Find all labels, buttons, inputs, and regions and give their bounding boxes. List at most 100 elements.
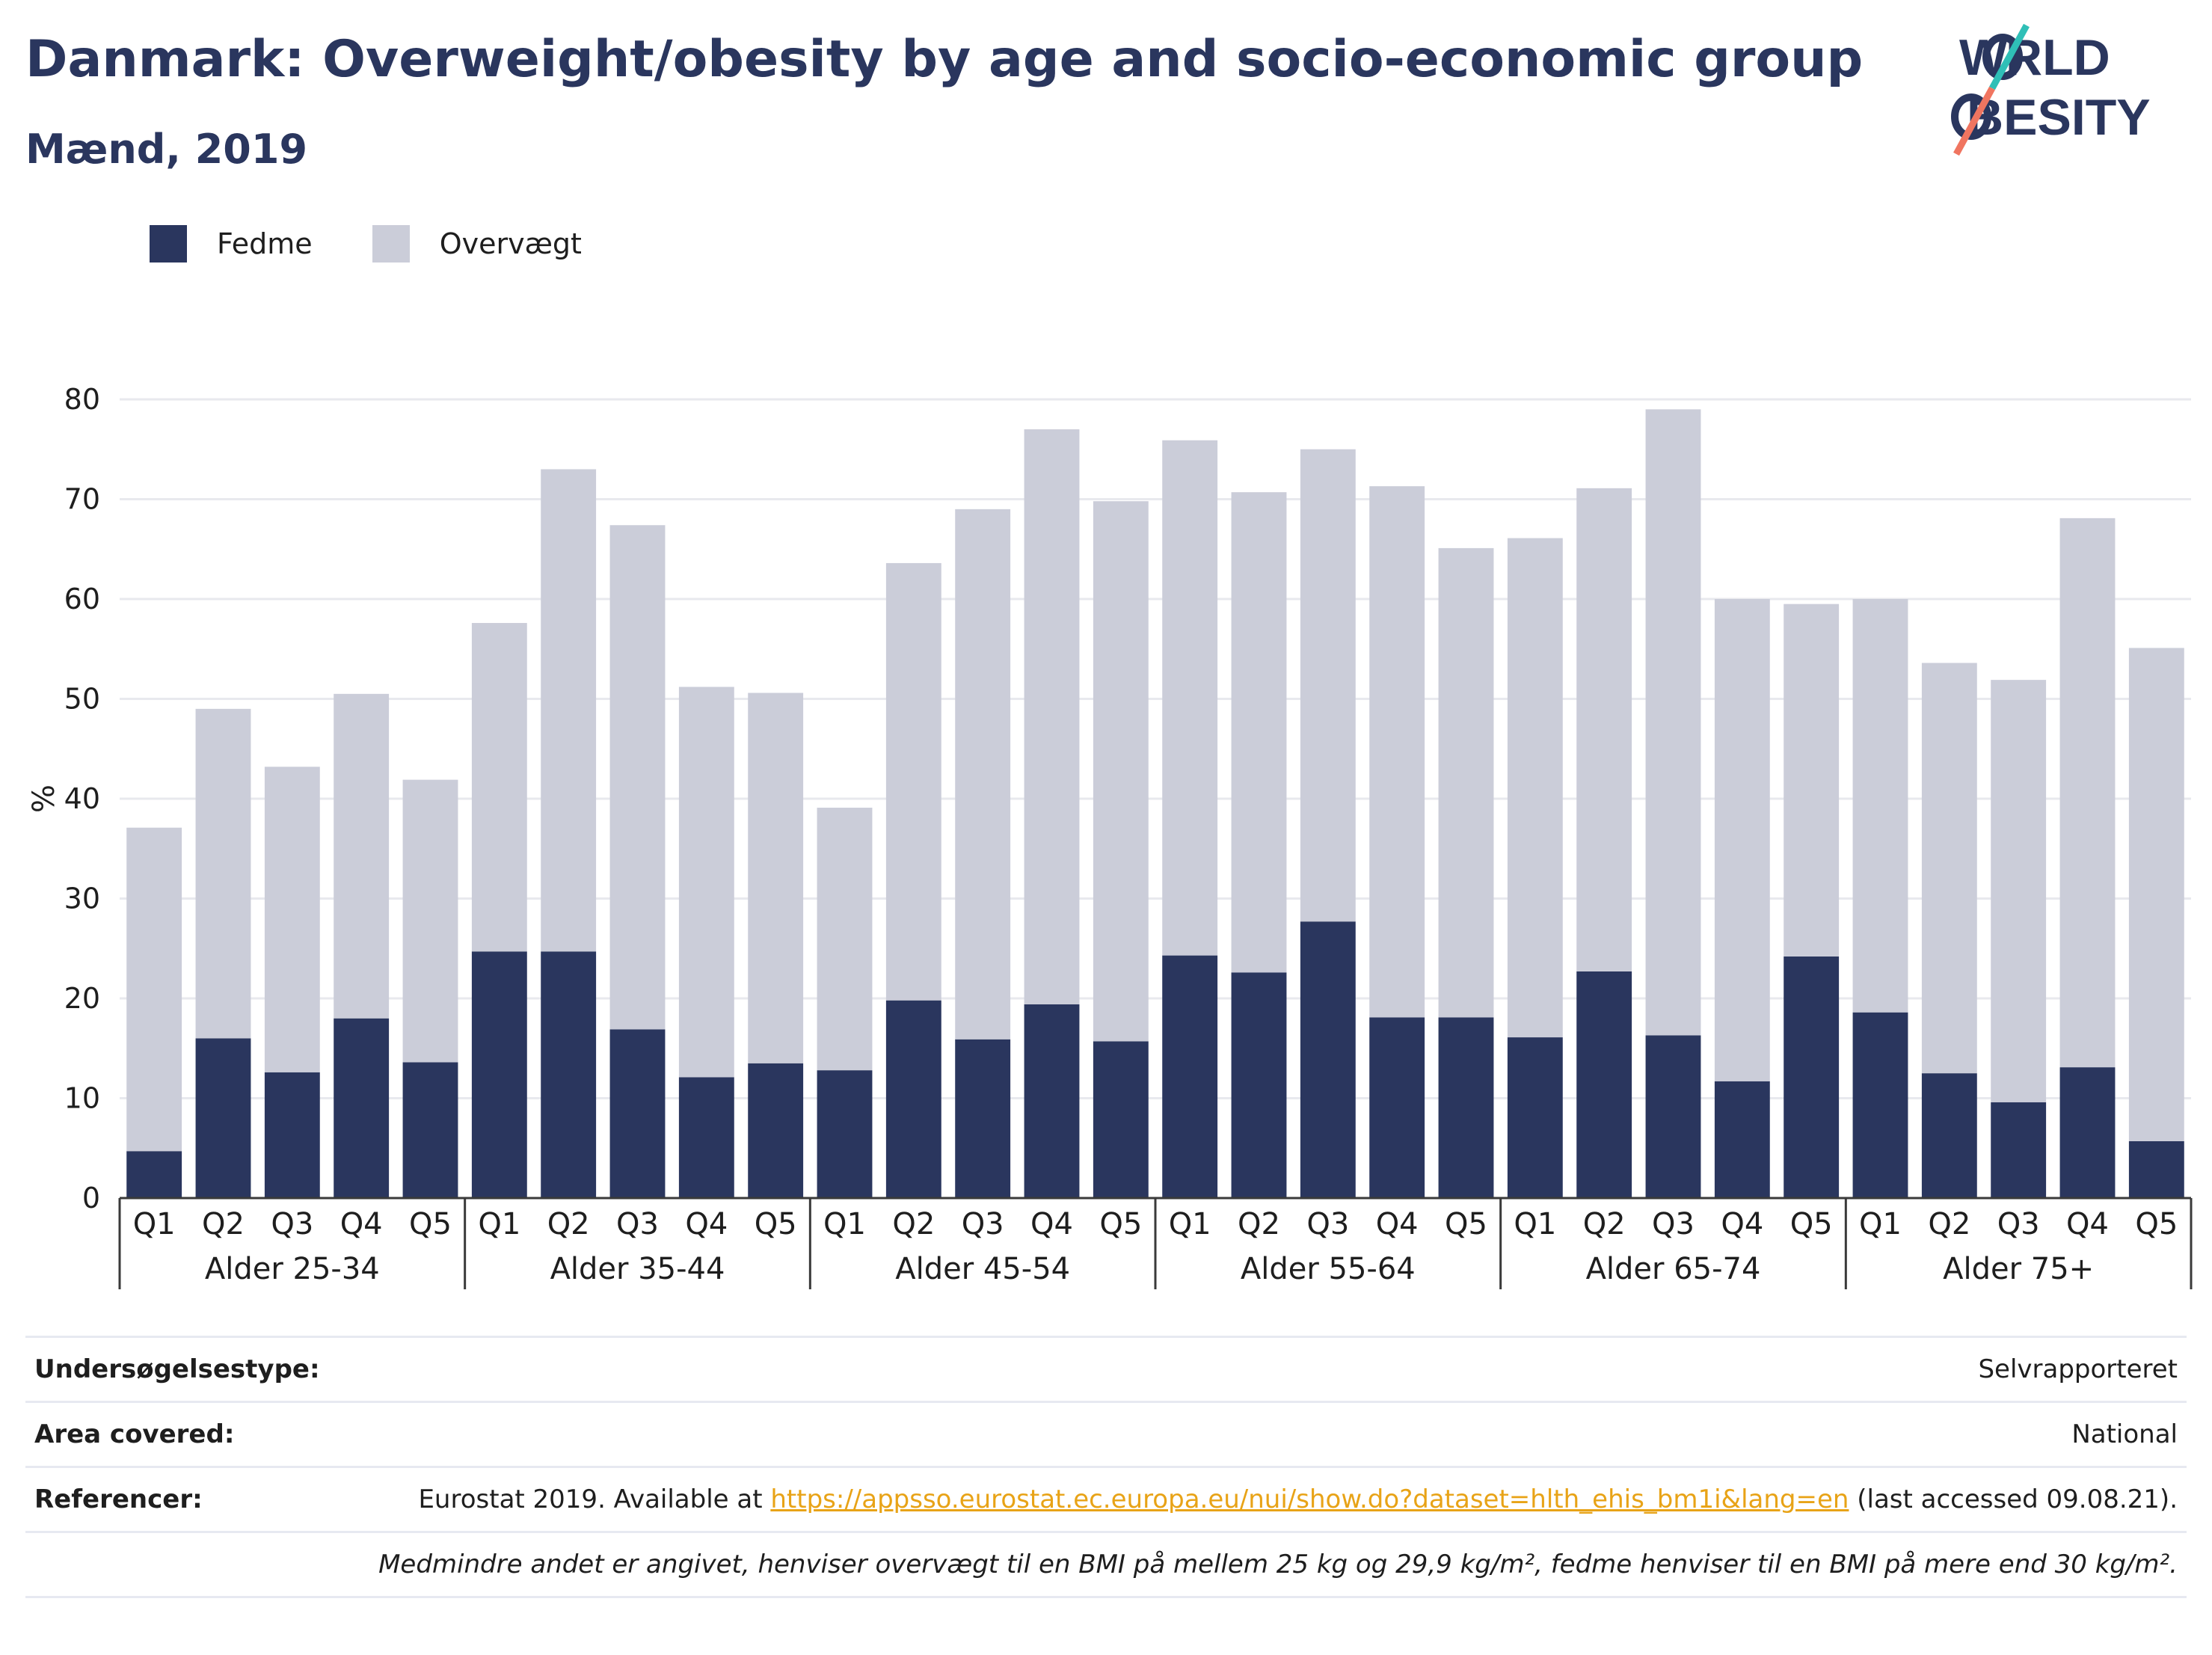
bar-fedme — [748, 1063, 804, 1198]
x-tick-label: Q3 — [1997, 1207, 2040, 1241]
x-tick-label: Q2 — [547, 1207, 590, 1241]
info-row-references: Referencer: Eurostat 2019. Available at … — [25, 1466, 2187, 1531]
bar-fedme — [817, 1070, 873, 1198]
x-tick-label: Q2 — [1238, 1207, 1280, 1241]
x-tick-label: Q1 — [1514, 1207, 1556, 1241]
bar-overvaegt — [817, 808, 873, 1071]
survey-type-value: Selvrapporteret — [1978, 1354, 2178, 1384]
bar-overvaegt — [402, 779, 458, 1063]
stacked-bar-chart: 0 10 20 30 40 50 60 70 80% Q1 Q2 Q3 Q4 Q5 Q1 Q2 Q3 Q4 Q5 Q1… — [27, 383, 2193, 1289]
bar-overvaegt — [609, 525, 666, 1030]
bar-fedme — [1369, 1017, 1425, 1198]
bar-overvaegt — [1300, 449, 1356, 922]
bar-overvaegt — [2059, 518, 2116, 1068]
bar-fedme — [471, 951, 527, 1198]
y-tick-label: 20 — [64, 982, 100, 1015]
bar-overvaegt — [1093, 501, 1149, 1042]
bar-fedme — [1024, 1004, 1080, 1198]
area-covered-label: Area covered: — [34, 1419, 235, 1449]
bar-fedme — [1645, 1035, 1701, 1198]
bar-fedme — [885, 1000, 941, 1198]
reference-prefix: Eurostat 2019. Available at — [418, 1484, 771, 1514]
bar-fedme — [264, 1072, 320, 1198]
bar-overvaegt — [1438, 547, 1494, 1018]
bar-fedme — [2128, 1140, 2184, 1198]
bar-fedme — [1093, 1041, 1149, 1198]
bar-fedme — [609, 1029, 666, 1198]
bar-fedme — [1438, 1017, 1494, 1198]
bar-fedme — [402, 1062, 458, 1198]
x-tick-label: Q4 — [685, 1207, 728, 1241]
bar-overvaegt — [678, 687, 734, 1078]
bar-overvaegt — [1162, 440, 1218, 956]
bar-overvaegt — [955, 509, 1011, 1040]
bar-overvaegt — [1714, 599, 1770, 1081]
y-tick-label: 30 — [64, 882, 100, 915]
x-tick-label: Q4 — [2066, 1207, 2109, 1241]
x-tick-label: Q2 — [1928, 1207, 1970, 1241]
x-tick-label: Q1 — [478, 1207, 520, 1241]
x-tick-label: Q5 — [409, 1207, 452, 1241]
bar-fedme — [334, 1018, 390, 1198]
bar-overvaegt — [1784, 604, 1840, 957]
y-tick-label: 50 — [64, 683, 100, 716]
bar-fedme — [1714, 1081, 1770, 1198]
bar-fedme — [195, 1038, 251, 1198]
bar-fedme — [2059, 1067, 2116, 1198]
reference-link[interactable]: https://appsso.eurostat.ec.europa.eu/nui… — [770, 1484, 1849, 1514]
x-tick-label: Q5 — [1099, 1207, 1142, 1241]
x-tick-label: Q5 — [755, 1207, 797, 1241]
x-tick-label: Q3 — [616, 1207, 659, 1241]
bar-overvaegt — [1231, 492, 1287, 973]
y-tick-label: 60 — [64, 583, 100, 615]
bar-overvaegt — [1645, 409, 1701, 1036]
bar-fedme — [541, 951, 597, 1198]
legend-swatch-fedme — [150, 225, 187, 262]
bar-fedme — [678, 1077, 734, 1198]
x-tick-label: Q2 — [202, 1207, 245, 1241]
references-value: Eurostat 2019. Available at https://apps… — [418, 1484, 2178, 1514]
legend-label-fedme: Fedme — [217, 227, 313, 260]
legend-label-overvaegt: Overvægt — [439, 227, 582, 260]
bar-overvaegt — [471, 623, 527, 952]
bar-overvaegt — [126, 827, 182, 1152]
svg-text:BESITY: BESITY — [1967, 89, 2151, 146]
x-tick-label: Q2 — [1583, 1207, 1626, 1241]
x-tick-label: Q4 — [1721, 1207, 1763, 1241]
y-tick-label: 10 — [64, 1082, 100, 1115]
y-tick-label: 80 — [64, 383, 100, 416]
x-tick-label: Q1 — [1169, 1207, 1211, 1241]
x-tick-label: Q5 — [2135, 1207, 2178, 1241]
bar-overvaegt — [1991, 680, 2047, 1102]
x-tick-label: Q5 — [1790, 1207, 1833, 1241]
bar-overvaegt — [1576, 488, 1632, 971]
chart-legend: Fedme Overvægt — [150, 221, 642, 266]
x-tick-label: Q4 — [340, 1207, 383, 1241]
y-tick-label: 70 — [64, 483, 100, 516]
x-tick-label: Q4 — [1376, 1207, 1419, 1241]
info-table: Undersøgelsestype: Selvrapporteret Area … — [25, 1336, 2187, 1598]
group-label: Alder 75+ — [1943, 1252, 2094, 1286]
bar-overvaegt — [885, 562, 941, 1001]
page-subtitle: Mænd, 2019 — [25, 126, 308, 173]
references-label: Referencer: — [34, 1484, 203, 1514]
x-tick-label: Q3 — [1652, 1207, 1695, 1241]
bar-overvaegt — [748, 693, 804, 1063]
bar-overvaegt — [1921, 663, 1977, 1074]
bar-overvaegt — [541, 469, 597, 952]
bar-fedme — [126, 1151, 182, 1198]
y-tick-label: 0 — [82, 1182, 100, 1215]
reference-suffix: (last accessed 09.08.21). — [1849, 1484, 2178, 1514]
y-tick-label: 40 — [64, 782, 100, 815]
definition-note: Medmindre andet er angivet, henviser ove… — [378, 1550, 2178, 1579]
y-axis-label: % — [27, 784, 61, 813]
group-label: Alder 35-44 — [550, 1252, 725, 1286]
x-tick-label: Q5 — [1445, 1207, 1487, 1241]
x-tick-label: Q1 — [1859, 1207, 1902, 1241]
group-label: Alder 45-54 — [895, 1252, 1070, 1286]
info-row-survey: Undersøgelsestype: Selvrapporteret — [25, 1336, 2187, 1401]
bar-fedme — [955, 1039, 1011, 1198]
bar-overvaegt — [195, 708, 251, 1039]
x-tick-label: Q1 — [133, 1207, 176, 1241]
info-row-area: Area covered: National — [25, 1401, 2187, 1466]
